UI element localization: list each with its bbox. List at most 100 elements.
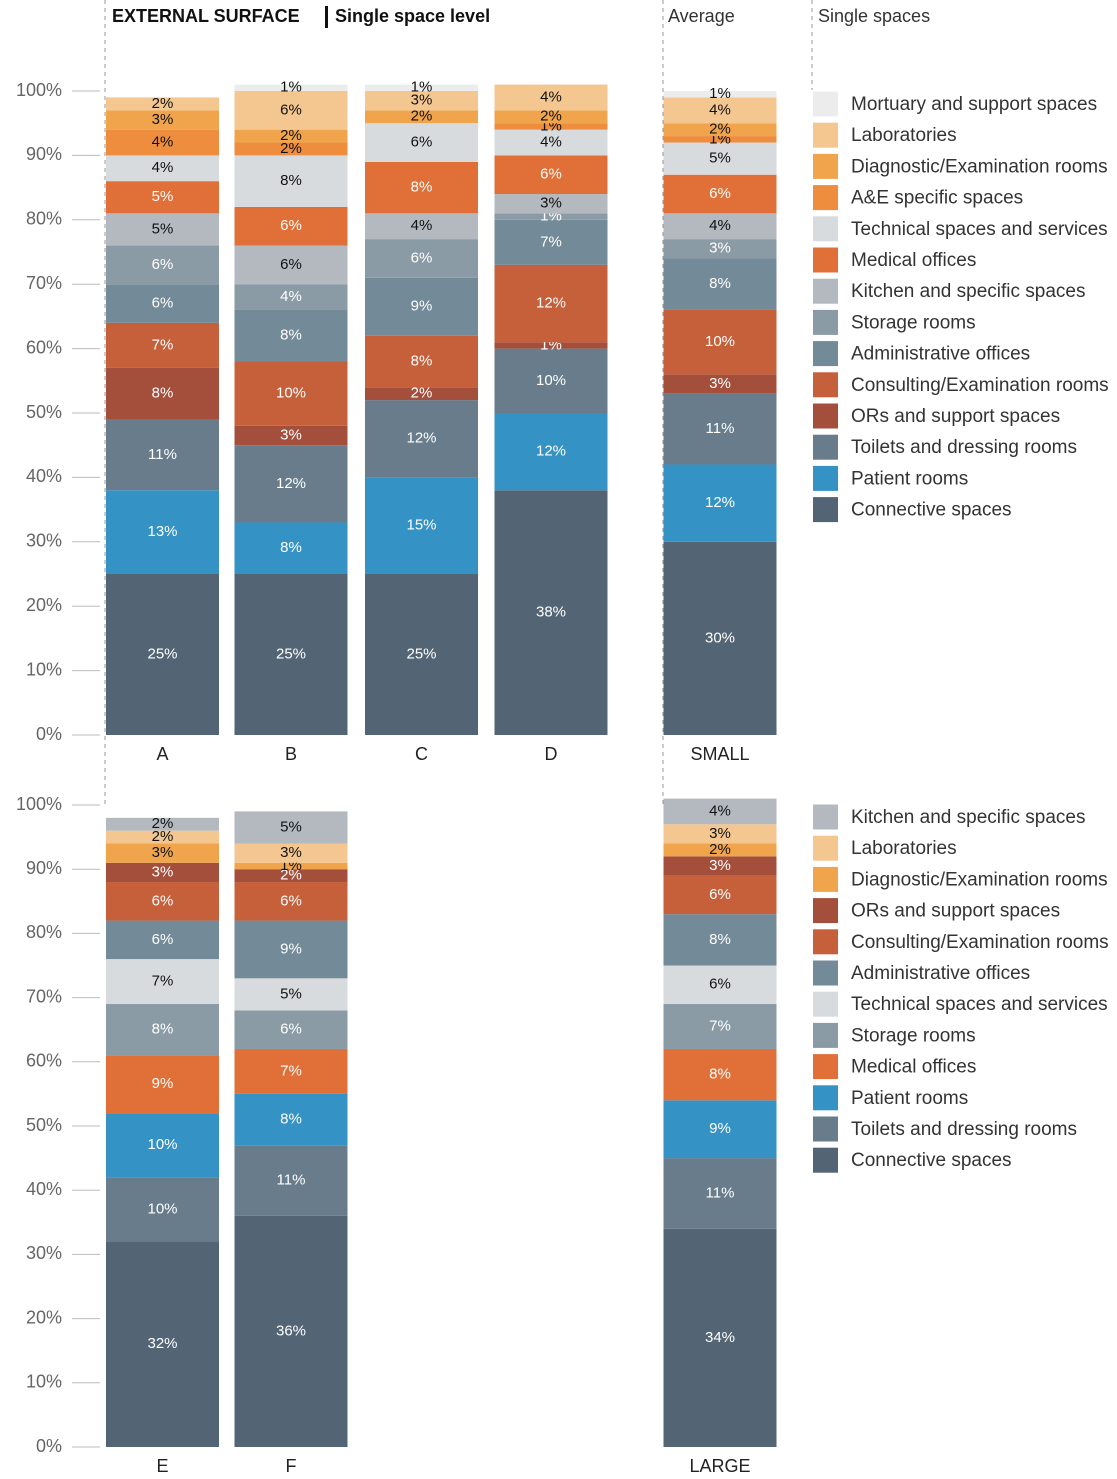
data-label: 6%	[411, 133, 433, 150]
data-label: 6%	[152, 256, 174, 273]
bar-segment	[106, 1004, 219, 1056]
data-label: 1%	[280, 79, 302, 96]
bar-segment	[365, 239, 478, 278]
bar-segment	[365, 477, 478, 574]
bar-segment	[663, 464, 777, 542]
bar-segment	[494, 342, 608, 349]
legend-label: Storage rooms	[851, 312, 976, 333]
legend-label: Laboratories	[851, 125, 957, 146]
y-tick-label: 90%	[26, 858, 62, 878]
data-label: 11%	[706, 1184, 735, 1201]
data-label: 4%	[540, 88, 562, 105]
bar-segment	[234, 1215, 348, 1447]
bar-segment	[365, 110, 478, 124]
data-label: 3%	[152, 111, 174, 128]
data-label: 8%	[709, 275, 731, 292]
bar-segment	[663, 393, 777, 465]
y-tick-label: 60%	[26, 1051, 62, 1071]
data-label: 4%	[152, 159, 174, 176]
data-label: 2%	[540, 108, 562, 125]
legend-swatch	[813, 1085, 838, 1111]
bar-segment	[234, 245, 348, 285]
data-label: 2%	[709, 841, 731, 858]
data-label: 8%	[280, 172, 302, 189]
legend-label: Toilets and dressing rooms	[851, 1119, 1077, 1140]
bar-segment	[663, 309, 777, 375]
data-label: 6%	[709, 886, 731, 903]
y-tick-label: 80%	[26, 922, 62, 942]
bar-segment	[106, 97, 219, 111]
bar-segment	[234, 882, 348, 921]
bar-segment	[234, 129, 348, 143]
bar-segment	[663, 239, 777, 259]
data-label: 5%	[280, 985, 302, 1002]
average-label: Average	[668, 6, 735, 26]
bar-segment	[494, 194, 608, 214]
data-label: 2%	[152, 95, 174, 112]
legend-label: Diagnostic/Examination rooms	[851, 156, 1108, 177]
bar-segment	[663, 965, 777, 1005]
data-label: 8%	[709, 931, 731, 948]
legend-swatch	[813, 434, 838, 460]
legend-swatch	[813, 1147, 838, 1173]
bar-segment	[234, 425, 348, 446]
bar-segment	[234, 811, 348, 844]
bar-segment	[106, 959, 219, 1005]
bar-segment	[663, 174, 777, 214]
y-tick-label: 20%	[26, 595, 62, 615]
data-label: 3%	[152, 863, 174, 880]
bar-segment	[106, 574, 219, 735]
legend-swatch	[813, 960, 838, 986]
legend-label: Mortuary and support spaces	[851, 94, 1097, 115]
legend-swatch	[813, 247, 838, 273]
legend-swatch	[813, 804, 838, 830]
data-label: 4%	[709, 101, 731, 118]
data-label: 2%	[411, 385, 433, 402]
bar-segment	[494, 84, 608, 111]
data-label: 13%	[147, 523, 177, 540]
legend-label: Kitchen and specific spaces	[851, 807, 1085, 828]
legend-label: Consulting/Examination rooms	[851, 375, 1109, 396]
data-label: 8%	[280, 327, 302, 344]
legend-swatch	[813, 341, 838, 367]
data-label: 6%	[280, 1021, 302, 1038]
x-tick-label: SMALL	[690, 744, 749, 764]
bar-segment	[234, 155, 348, 207]
data-label: 12%	[536, 294, 566, 311]
x-tick-label: C	[415, 744, 428, 764]
data-label: 7%	[152, 973, 174, 990]
bar-segment	[663, 123, 777, 137]
bar-segment	[663, 142, 777, 175]
y-tick-label: 60%	[26, 337, 62, 357]
data-label: 6%	[280, 101, 302, 118]
data-label: 5%	[152, 220, 174, 237]
bar-segment	[106, 129, 219, 156]
data-label: 6%	[540, 166, 562, 183]
legend-label: Laboratories	[851, 838, 957, 859]
bar-segment	[234, 445, 348, 523]
bar-segment	[365, 91, 478, 111]
data-label: 4%	[709, 217, 731, 234]
data-label: 5%	[280, 818, 302, 835]
data-label: 9%	[709, 1120, 731, 1137]
bar-segment	[234, 84, 348, 91]
legend-swatch	[813, 185, 838, 211]
data-label: 10%	[276, 385, 306, 402]
data-label: 4%	[540, 133, 562, 150]
y-tick-label: 100%	[16, 794, 62, 814]
bar-segment	[663, 541, 777, 735]
data-label: 4%	[152, 133, 174, 150]
data-label: 6%	[411, 249, 433, 266]
data-label: 30%	[705, 629, 735, 646]
data-label: 8%	[280, 539, 302, 556]
data-label: 12%	[276, 475, 306, 492]
legend-label: Administrative offices	[851, 344, 1030, 365]
data-label: 36%	[276, 1322, 306, 1339]
legend-swatch	[813, 153, 838, 179]
bar-segment	[106, 419, 219, 491]
data-label: 6%	[152, 892, 174, 909]
bar-segment	[106, 1113, 219, 1178]
legend-label: A&E specific spaces	[851, 188, 1023, 209]
data-label: 3%	[709, 825, 731, 842]
